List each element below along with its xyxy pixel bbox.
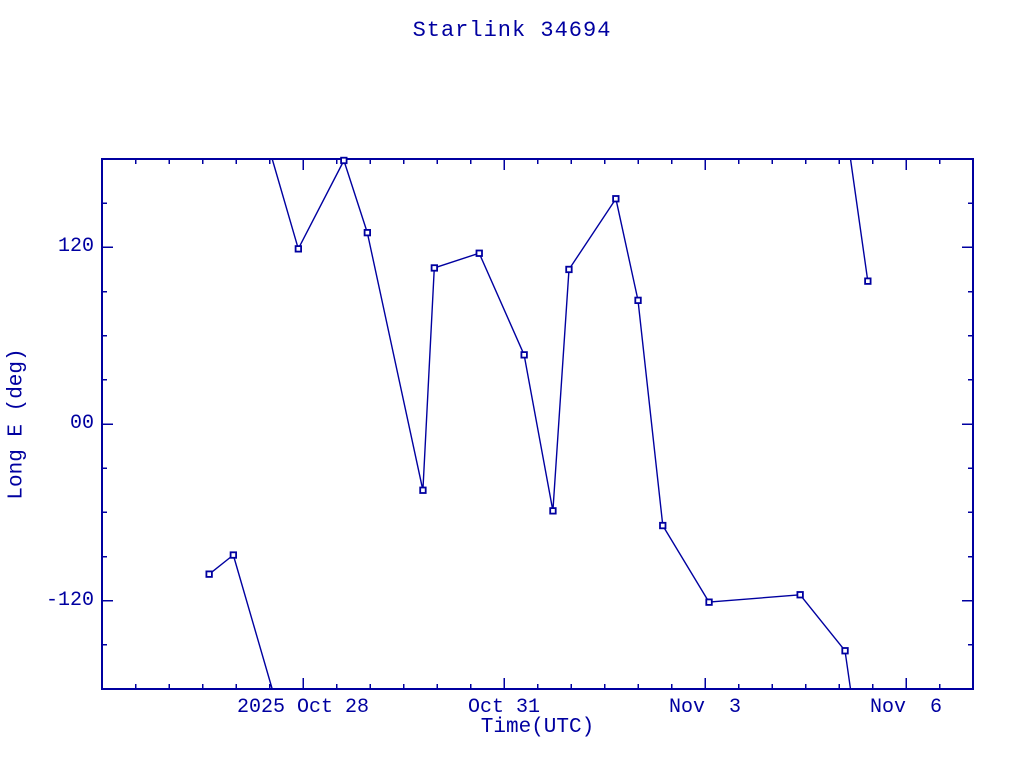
data-line [208,158,869,690]
data-point-marker [520,351,528,359]
data-point-marker [419,486,427,494]
x-tick-label: Nov 3 [668,696,742,719]
data-point-marker [634,296,642,305]
data-point-marker [659,521,667,530]
x-tick-label: Oct 31 [467,696,541,719]
x-tick-label: Nov 6 [869,696,943,719]
data-point-marker [475,249,483,257]
y-tick-label: 00 [69,412,94,435]
data-point-marker [841,647,849,655]
data-point-marker [549,507,557,515]
data-point-marker [229,551,238,559]
data-point-marker [363,228,372,237]
chart-title: Starlink 34694 [412,18,612,43]
data-point-marker [205,570,213,578]
y-tick-label: 120 [57,235,94,259]
data-point-marker [565,265,573,274]
x-axis-title: Time(UTC) [480,716,595,739]
data-point-marker [294,245,303,253]
data-point-marker [340,156,348,165]
data-point-marker [705,598,713,606]
data-point-marker [430,264,439,272]
data-point-marker [796,591,804,599]
y-tick-label: -120 [45,588,94,612]
data-point-marker [612,195,620,203]
x-tick-label: 2025 Oct 28 [236,696,370,719]
data-point-marker [864,277,872,285]
